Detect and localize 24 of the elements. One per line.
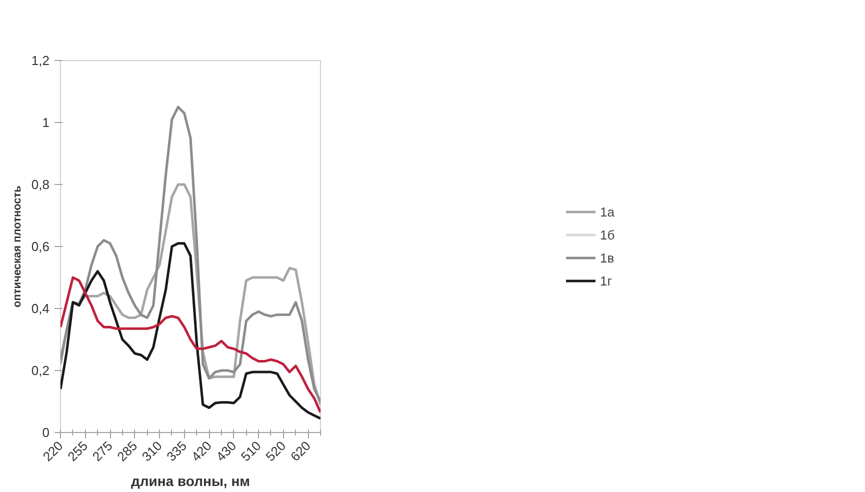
x-tick-label: 335	[164, 438, 190, 464]
x-tick-label: 520	[262, 438, 289, 464]
y-tick-label: 0,8	[31, 177, 50, 192]
x-tick-label: 510	[238, 438, 264, 464]
x-tick-label: 430	[213, 438, 240, 464]
x-tick-label: 275	[89, 438, 116, 464]
y-tick-label: 0,2	[31, 363, 50, 378]
x-tick-label: 620	[287, 438, 314, 464]
legend-label: 1а	[600, 204, 616, 219]
y-tick-label: 0,6	[31, 239, 50, 254]
legend-label: 1г	[600, 273, 613, 288]
y-tick-label: 1,2	[31, 53, 50, 68]
x-tick-label: 255	[64, 438, 91, 464]
x-tick-label: 285	[114, 438, 140, 464]
x-tick-label: 420	[188, 438, 214, 464]
legend-label: 1в	[600, 250, 616, 265]
x-tick-label: 220	[40, 438, 66, 464]
x-axis-title: длина волны, нм	[130, 473, 250, 490]
y-tick-label: 1	[42, 115, 50, 130]
legend-label: 1б	[600, 227, 616, 242]
y-tick-label: 0	[42, 425, 50, 440]
y-tick-label: 0,4	[31, 301, 50, 316]
y-axis-title: оптическая плотность	[11, 185, 24, 308]
x-tick-label: 310	[138, 438, 165, 464]
